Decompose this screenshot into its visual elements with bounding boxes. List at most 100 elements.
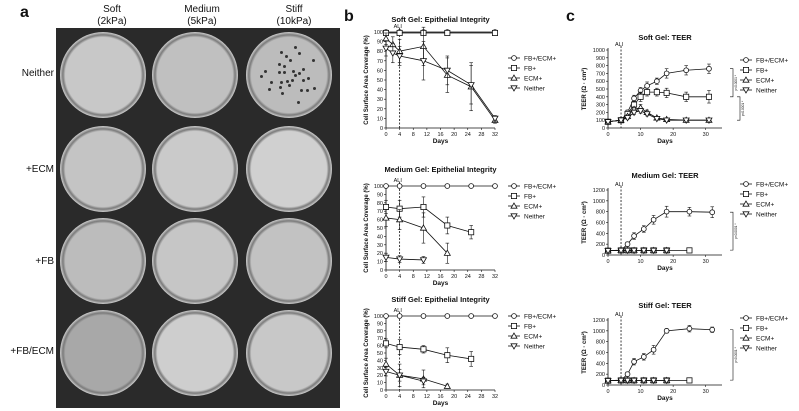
y-axis-label: TEER (Ω · cm²) — [581, 331, 588, 373]
data-point — [395, 215, 404, 223]
series-line — [385, 371, 424, 382]
data-point — [511, 313, 517, 319]
y-tick-label: 40 — [377, 358, 383, 364]
data-point — [419, 224, 428, 231]
well-image — [60, 32, 146, 118]
x-axis-label: Days — [657, 265, 673, 272]
well-dot — [302, 79, 306, 83]
well-dot — [268, 87, 272, 91]
well-dot — [282, 71, 286, 74]
series-Neither — [382, 40, 499, 123]
data-point — [382, 45, 390, 53]
x-tick-label: 12 — [424, 132, 430, 138]
x-tick-label: 8 — [412, 274, 415, 280]
y-tick-label: 60 — [377, 218, 383, 224]
well-dot — [287, 84, 291, 88]
well-dot — [306, 89, 310, 93]
significance-label: p<0.0001 * — [734, 223, 738, 239]
legend-label: FB+/ECM+ — [756, 316, 788, 323]
data-point — [742, 87, 750, 94]
legend-label: Neither — [756, 346, 778, 353]
y-tick-label: 70 — [377, 59, 383, 65]
data-point — [663, 70, 670, 77]
y-tick-label: 400 — [596, 361, 605, 367]
well-dot — [292, 69, 296, 73]
series-Neither — [382, 366, 428, 386]
y-axis-label: Cell Surface Area Coverage (%) — [364, 35, 370, 124]
series-FB+ — [382, 29, 498, 36]
data-point — [743, 324, 750, 331]
y-tick-label: 300 — [596, 103, 605, 109]
chart-b3: Stiff Gel: Epithelial Integrity010203040… — [364, 295, 556, 407]
y-tick-label: 90 — [377, 192, 383, 198]
data-point — [444, 29, 451, 36]
data-point — [467, 82, 475, 89]
data-point — [709, 326, 716, 333]
y-tick-label: 100 — [374, 184, 383, 190]
data-point — [382, 34, 390, 42]
legend-label: FB+ — [524, 324, 536, 331]
well-dot — [279, 86, 283, 90]
data-point — [382, 340, 389, 347]
y-tick-label: 40 — [377, 88, 383, 94]
y-tick-label: 20 — [377, 373, 383, 379]
well-dot — [294, 46, 298, 50]
y-tick-label: 10 — [377, 381, 383, 387]
data-point — [382, 214, 390, 221]
well-image — [152, 310, 238, 396]
well-dot — [312, 58, 316, 62]
data-point — [492, 183, 498, 189]
chart-c1: Soft Gel: TEER01002003004005006007008009… — [581, 33, 788, 145]
x-tick-label: 30 — [703, 389, 709, 395]
legend-label: FB+ — [756, 192, 768, 199]
data-point — [510, 74, 518, 81]
x-tick-label: 4 — [398, 394, 401, 400]
x-tick-label: 20 — [451, 132, 457, 138]
legend-label: FB+/ECM+ — [756, 182, 788, 189]
well-dot — [301, 67, 305, 71]
data-point — [630, 377, 638, 385]
data-point — [510, 65, 517, 72]
y-tick-label: 50 — [377, 351, 383, 357]
data-point — [383, 313, 389, 319]
well-dot — [313, 87, 317, 91]
y-tick-label: 80 — [377, 49, 383, 55]
data-point — [641, 226, 647, 232]
ali-label: ALI — [615, 312, 624, 318]
well-dot — [298, 71, 302, 75]
row-label-fb-ecm: +FB/ECM — [10, 346, 54, 357]
y-axis-label: TEER (Ω · cm²) — [581, 68, 588, 110]
legend-label: FB+ — [756, 68, 768, 75]
data-point — [395, 372, 404, 380]
well-dot — [280, 92, 284, 96]
legend-label: ECM+ — [756, 78, 774, 85]
x-tick-label: 24 — [465, 394, 471, 400]
y-tick-label: 0 — [380, 388, 383, 394]
y-tick-label: 70 — [377, 209, 383, 215]
panel-a-letter: a — [20, 4, 29, 21]
row-label-neither: Neither — [21, 68, 54, 79]
x-tick-label: 20 — [451, 274, 457, 280]
well-image — [152, 126, 238, 212]
data-point — [511, 183, 517, 189]
x-tick-label: 20 — [670, 389, 676, 395]
well-image — [60, 218, 146, 304]
x-tick-label: 0 — [606, 132, 609, 138]
legend-label: FB+/ECM+ — [756, 58, 788, 65]
well-dot — [278, 62, 282, 66]
y-tick-label: 100 — [374, 30, 383, 36]
well-image — [60, 126, 146, 212]
well-dot — [279, 51, 283, 55]
data-point — [444, 352, 451, 359]
data-point — [382, 368, 390, 376]
data-point — [420, 313, 427, 319]
series-FB+/ECM+ — [605, 63, 712, 125]
y-tick-label: 0 — [380, 268, 383, 274]
x-tick-label: 12 — [424, 394, 430, 400]
x-tick-label: 0 — [606, 389, 609, 395]
x-tick-label: 28 — [478, 274, 484, 280]
y-tick-label: 900 — [596, 56, 605, 62]
data-point — [686, 377, 693, 384]
series-line — [607, 91, 709, 123]
x-tick-label: 32 — [492, 274, 498, 280]
